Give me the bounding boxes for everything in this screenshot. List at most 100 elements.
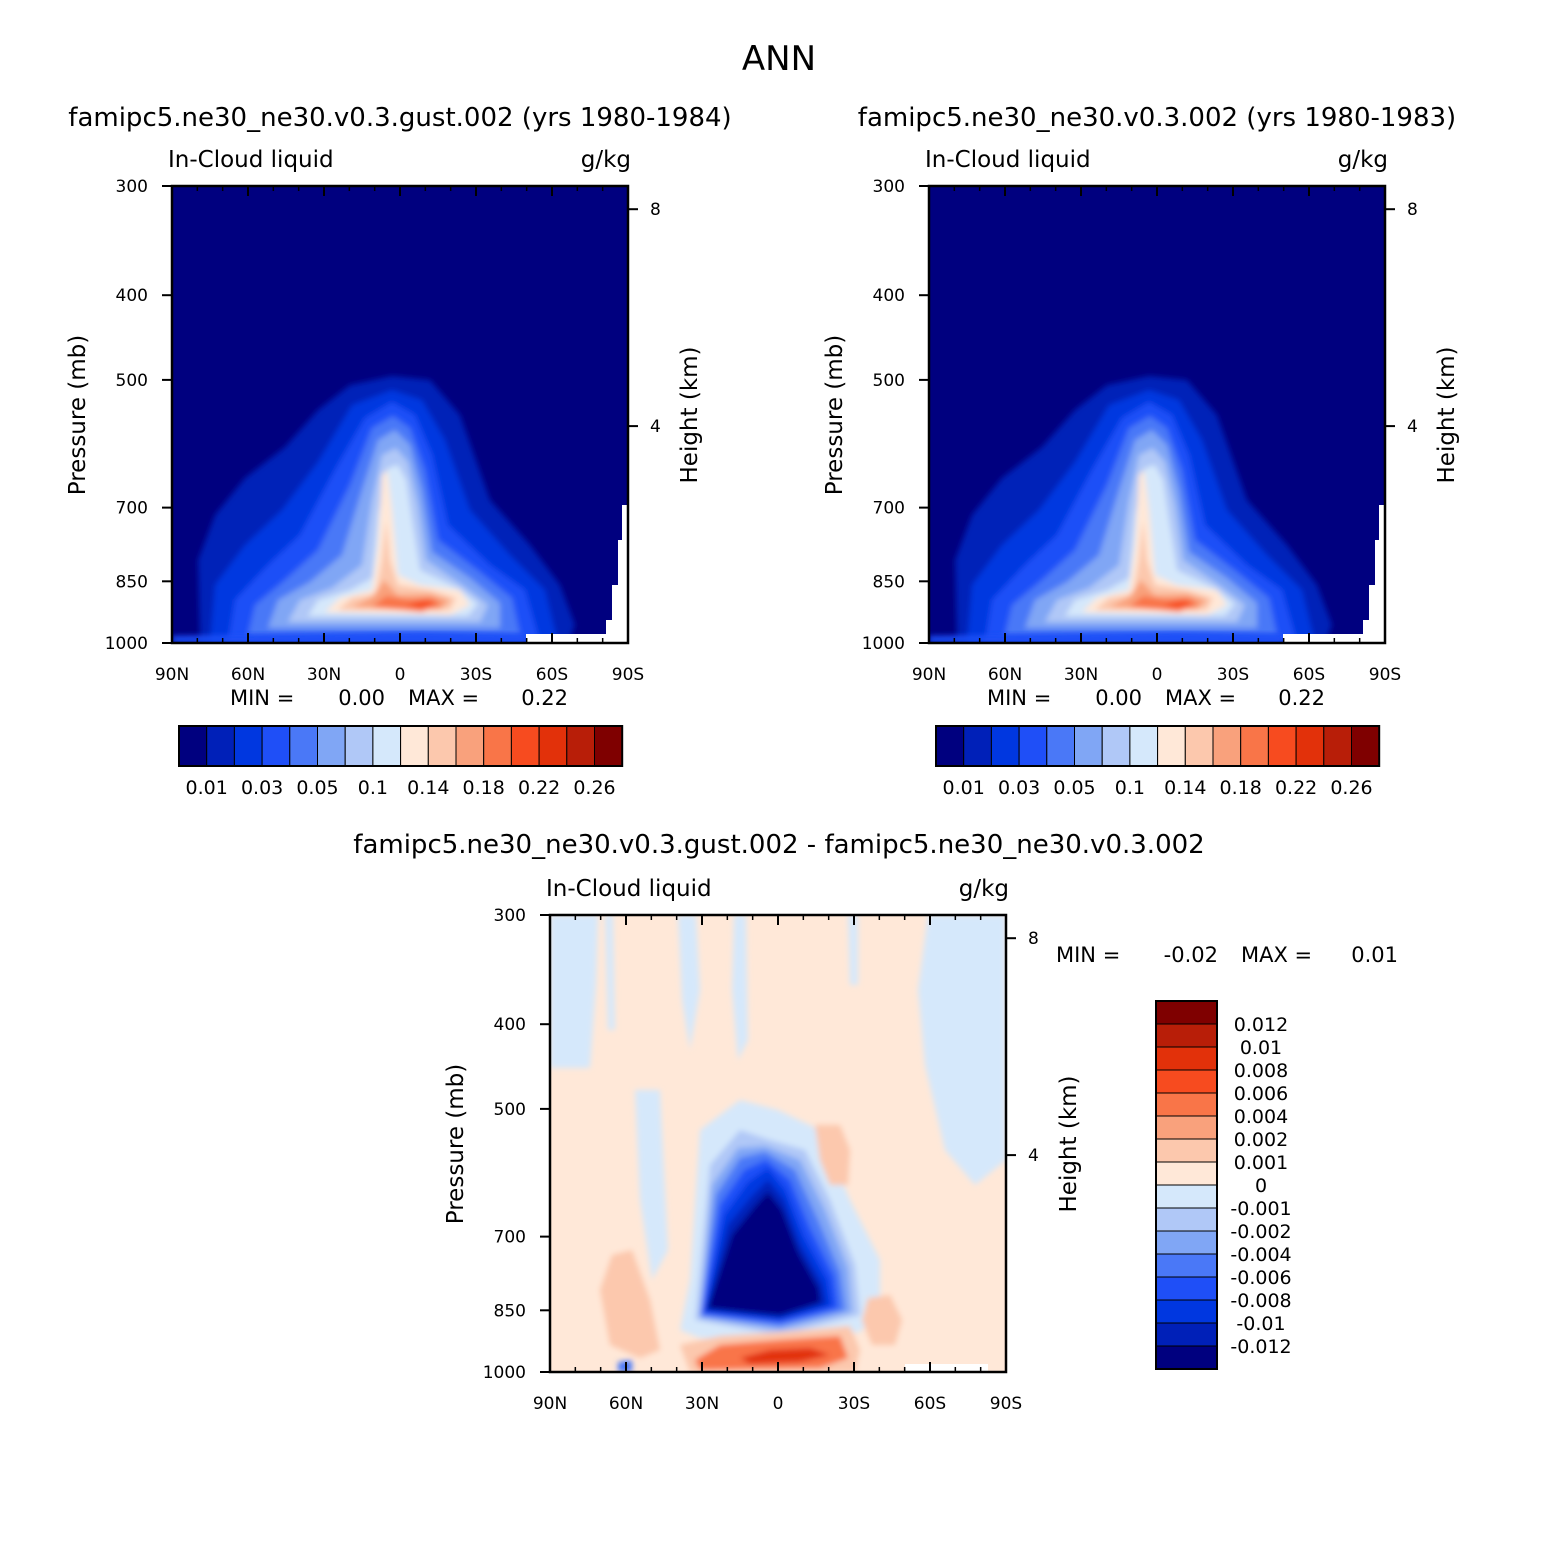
colorbar-label: 0.008 xyxy=(1234,1060,1288,1082)
y-tick-label: 1000 xyxy=(483,1363,526,1383)
colorbar-label: 0.14 xyxy=(407,777,449,799)
colorbar-swatch xyxy=(1267,725,1297,767)
contour-level xyxy=(740,1348,830,1364)
colorbar-label: 0.001 xyxy=(1234,1152,1288,1174)
colorbar-swatch xyxy=(1155,1092,1218,1117)
colorbar-swatch xyxy=(1155,1115,1218,1140)
min-label: MIN = xyxy=(230,686,294,710)
y2-tick-label: 8 xyxy=(1407,200,1418,220)
max-value: 0.22 xyxy=(1278,686,1325,710)
colorbar-swatch xyxy=(1074,725,1103,767)
colorbar-swatch xyxy=(261,725,291,767)
figure-title: ANN xyxy=(742,39,816,79)
colorbar-swatch xyxy=(510,725,540,767)
panel-model-gust: famipc5.ne30_ne30.v0.3.gust.002 (yrs 198… xyxy=(65,103,732,799)
y-tick-label: 850 xyxy=(116,572,148,592)
colorbar-label: -0.012 xyxy=(1230,1336,1291,1358)
y2-tick-label: 4 xyxy=(1407,417,1418,437)
colorbar-swatch xyxy=(1155,1023,1218,1048)
x-tick-label: 60N xyxy=(609,1394,643,1414)
colorbar-swatch xyxy=(233,725,263,767)
y-tick-label: 700 xyxy=(873,499,905,519)
panel-left-label: In-Cloud liquid xyxy=(168,147,334,173)
colorbar-swatch xyxy=(1212,725,1242,767)
colorbar-swatch xyxy=(1184,725,1214,767)
min-value: 0.00 xyxy=(338,686,385,710)
x-tick-label: 30S xyxy=(838,1394,870,1414)
colorbar-label: 0.03 xyxy=(241,777,283,799)
colorbar-swatch xyxy=(1101,725,1131,767)
missing-region xyxy=(526,505,628,643)
colorbar-swatch xyxy=(538,725,568,767)
colorbar-swatch xyxy=(1351,725,1380,767)
min-label: MIN = xyxy=(1056,943,1120,967)
x-tick-label: 60N xyxy=(231,665,265,685)
y-tick-label: 700 xyxy=(494,1228,526,1248)
colorbar-swatch xyxy=(990,725,1020,767)
colorbar-swatch xyxy=(400,725,429,767)
contour-field xyxy=(172,186,628,643)
colorbar-label: 0.18 xyxy=(1220,777,1262,799)
y-tick-label: 300 xyxy=(873,177,905,197)
min-value: 0.00 xyxy=(1095,686,1142,710)
x-tick-label: 30N xyxy=(685,1394,719,1414)
x-tick-label: 30S xyxy=(1217,665,1249,685)
min-value: -0.02 xyxy=(1164,943,1218,967)
colorbar-swatch xyxy=(1155,1299,1218,1324)
contour-level xyxy=(815,1125,850,1185)
colorbar-label: 0.22 xyxy=(1275,777,1317,799)
colorbar-swatch xyxy=(566,725,595,767)
y-tick-label: 500 xyxy=(116,371,148,391)
panel-title: famipc5.ne30_ne30.v0.3.002 (yrs 1980-198… xyxy=(858,103,1456,133)
y-tick-label: 400 xyxy=(873,286,905,306)
colorbar-swatch xyxy=(1323,725,1353,767)
x-tick-label: 90N xyxy=(533,1394,567,1414)
contour-level xyxy=(605,915,615,1030)
colorbar-label: -0.008 xyxy=(1230,1290,1291,1312)
x-tick-label: 0 xyxy=(773,1394,784,1414)
colorbar-label: 0.03 xyxy=(998,777,1040,799)
missing-region xyxy=(905,1364,988,1372)
colorbar-label: -0.006 xyxy=(1230,1267,1291,1289)
colorbar-label: 0.1 xyxy=(358,777,388,799)
max-label: MAX = xyxy=(1241,943,1312,967)
colorbar-swatch xyxy=(935,725,965,767)
colorbar-label: 0.26 xyxy=(573,777,615,799)
y-tick-label: 400 xyxy=(494,1015,526,1035)
colorbar: 0.01 0.03 0.05 0.1 0.14 0.18 0.22 0.26 xyxy=(178,725,624,799)
colorbar-swatch xyxy=(289,725,318,767)
panel-left-label: In-Cloud liquid xyxy=(925,147,1091,173)
colorbar-swatch xyxy=(1155,1046,1218,1071)
panel-model-control: famipc5.ne30_ne30.v0.3.002 (yrs 1980-198… xyxy=(822,103,1460,799)
colorbar-label: 0.004 xyxy=(1234,1106,1288,1128)
contour-level xyxy=(550,915,598,1068)
axes-ticks: 90N 60N 30N 0 30S 60S 90S 300 400 500 700 850 1000 8 4 xyxy=(862,177,1418,685)
x-tick-label: 30N xyxy=(1064,665,1098,685)
contour-level xyxy=(635,1090,668,1280)
colorbar-swatch xyxy=(1129,725,1159,767)
colorbar-label: 0.14 xyxy=(1164,777,1206,799)
colorbar-label: 0.1 xyxy=(1115,777,1145,799)
colorbar-swatch xyxy=(1240,725,1269,767)
colorbar-swatch xyxy=(1046,725,1076,767)
contour-level xyxy=(848,915,858,985)
panel-units-label: g/kg xyxy=(581,147,631,173)
colorbar-swatch xyxy=(206,725,235,767)
panel-left-label: In-Cloud liquid xyxy=(546,876,712,902)
colorbar-label: -0.001 xyxy=(1230,1198,1291,1220)
y-axis-label: Pressure (mb) xyxy=(65,335,91,495)
y2-axis-label: Height (km) xyxy=(1056,1075,1082,1212)
colorbar-label: -0.002 xyxy=(1230,1221,1291,1243)
colorbar-swatch xyxy=(1155,1069,1218,1094)
y-axis-label: Pressure (mb) xyxy=(822,335,848,495)
colorbar-label: 0.01 xyxy=(943,777,985,799)
missing-region xyxy=(1283,505,1385,643)
colorbar-frame xyxy=(935,725,1381,767)
colorbar-swatch xyxy=(594,725,623,767)
colorbar-swatch xyxy=(1155,1184,1218,1209)
colorbar-label: 0.05 xyxy=(296,777,338,799)
y-tick-label: 850 xyxy=(873,572,905,592)
y2-axis-label: Height (km) xyxy=(1434,346,1460,483)
contour-level xyxy=(708,1192,820,1315)
